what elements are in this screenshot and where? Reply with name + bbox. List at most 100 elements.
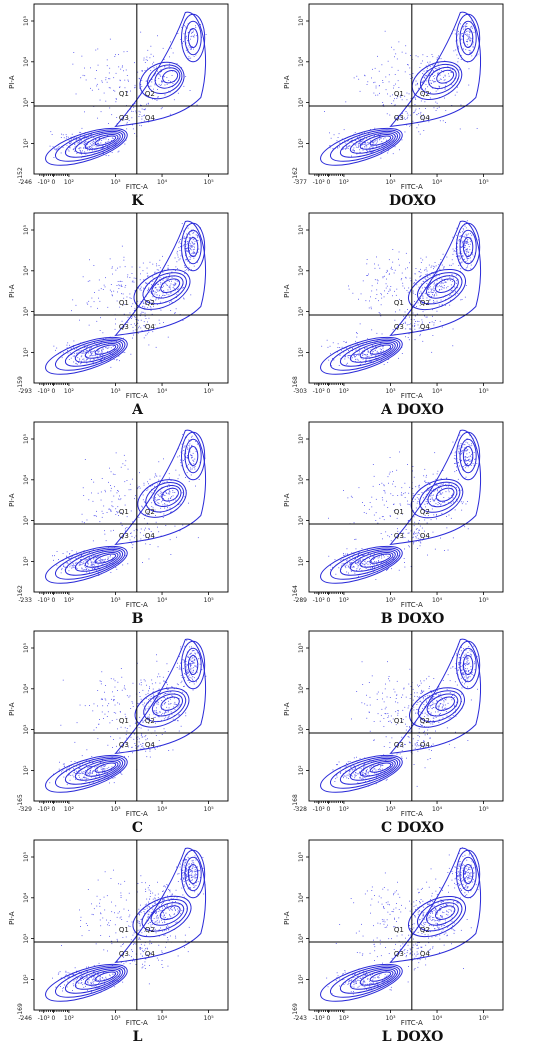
event-dot <box>399 503 401 505</box>
event-dot <box>373 571 375 573</box>
event-dot <box>419 305 421 306</box>
event-dot <box>469 257 471 259</box>
event-dot <box>79 768 81 770</box>
event-dot <box>467 239 469 240</box>
event-dot <box>151 506 153 507</box>
event-dot <box>432 64 434 66</box>
event-dot <box>465 456 467 458</box>
event-dot <box>340 565 342 567</box>
event-dot <box>421 323 423 325</box>
event-dot <box>81 772 83 774</box>
event-dot <box>139 78 141 80</box>
event-dot <box>431 265 433 267</box>
event-dot <box>87 561 88 563</box>
event-dot <box>467 244 469 245</box>
event-dot <box>184 265 185 267</box>
event-dot <box>464 296 466 298</box>
event-dot <box>454 471 456 473</box>
event-dot <box>159 712 161 713</box>
event-dot <box>432 473 434 475</box>
event-dot <box>156 269 158 271</box>
event-dot <box>94 515 96 517</box>
event-dot <box>333 134 335 136</box>
event-dot <box>433 290 435 291</box>
event-dot <box>106 773 108 774</box>
event-dot <box>166 504 168 506</box>
event-dot <box>433 67 435 69</box>
event-dot <box>358 553 359 555</box>
event-dot <box>157 502 159 504</box>
event-dot <box>144 114 145 116</box>
event-dot <box>412 330 413 332</box>
event-dot <box>123 313 125 315</box>
event-dot <box>351 141 353 143</box>
event-dot <box>420 262 422 263</box>
event-dot <box>454 294 456 296</box>
event-dot <box>433 286 435 288</box>
event-dot <box>443 285 445 286</box>
event-dot <box>408 287 410 289</box>
event-dot <box>154 74 155 76</box>
event-dot <box>438 72 440 74</box>
event-dot <box>102 768 104 770</box>
event-dot <box>66 784 68 786</box>
event-dot <box>163 294 165 296</box>
event-dot <box>89 773 91 775</box>
event-dot <box>361 548 363 549</box>
event-dot <box>430 519 432 521</box>
event-dot <box>434 489 436 491</box>
event-dot <box>126 516 128 518</box>
event-dot <box>429 61 431 63</box>
event-dot <box>70 138 72 140</box>
event-dot <box>100 561 102 563</box>
event-dot <box>377 94 379 96</box>
x-tick-label: -10² <box>313 388 326 395</box>
event-dot <box>370 145 372 147</box>
event-dot <box>441 286 443 288</box>
event-dot <box>467 248 468 250</box>
event-dot <box>70 557 72 559</box>
event-dot <box>425 269 427 271</box>
event-dot <box>172 52 174 54</box>
event-dot <box>78 770 80 771</box>
event-dot <box>187 227 189 229</box>
event-dot <box>412 73 414 74</box>
event-dot <box>344 555 346 557</box>
event-dot <box>185 244 187 246</box>
event-dot <box>359 348 361 349</box>
event-dot <box>374 140 376 142</box>
event-dot <box>460 454 461 456</box>
event-dot <box>179 250 181 251</box>
event-dot <box>192 251 194 253</box>
event-dot <box>436 300 438 302</box>
event-dot <box>141 311 143 313</box>
event-dot <box>345 147 347 149</box>
event-dot <box>81 127 83 129</box>
event-dot <box>374 561 375 563</box>
event-dot <box>467 449 469 450</box>
event-dot <box>124 464 126 466</box>
event-dot <box>162 500 163 502</box>
event-dot <box>140 727 142 729</box>
event-dot <box>467 442 469 444</box>
event-dot <box>348 140 349 142</box>
event-dot <box>154 473 156 475</box>
event-dot <box>383 519 385 521</box>
event-dot <box>184 445 186 447</box>
event-dot <box>348 288 350 290</box>
event-dot <box>118 515 119 516</box>
event-dot <box>457 246 458 248</box>
event-dot <box>90 768 92 770</box>
event-dot <box>422 117 424 119</box>
event-dot <box>460 59 462 60</box>
event-dot <box>348 565 350 567</box>
x-tick-label: 10⁵ <box>479 179 490 186</box>
event-dot <box>444 281 446 283</box>
event-dot <box>466 220 468 222</box>
event-dot <box>92 500 94 502</box>
event-dot <box>100 288 102 290</box>
event-dot <box>460 250 462 252</box>
event-dot <box>404 497 406 498</box>
event-dot <box>364 347 366 349</box>
event-dot <box>426 494 428 495</box>
